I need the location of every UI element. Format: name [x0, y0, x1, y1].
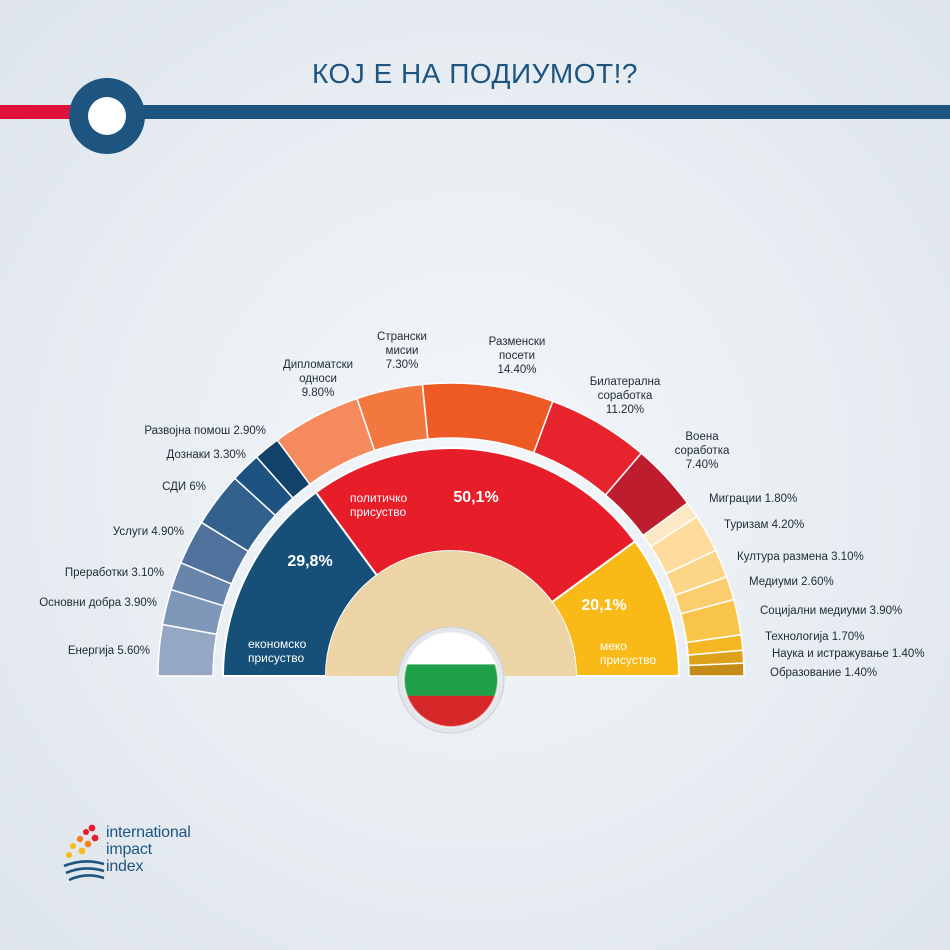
economic-label-3: Услуги 4.90% — [113, 526, 184, 538]
group-value-1: 50,1% — [453, 489, 498, 506]
group-name-0-0: економско — [248, 637, 307, 651]
political-label-2-1: посети — [499, 350, 535, 362]
political-label-0-0: Дипломатски — [283, 359, 353, 371]
logo-icon — [63, 824, 105, 882]
political-label-3-0: Билатерална — [590, 376, 661, 388]
political-label-2-0: Разменски — [489, 336, 546, 348]
group-value-0: 29,8% — [287, 553, 332, 570]
flag-icon — [397, 626, 505, 734]
soft-label-1: Туризам 4.20% — [724, 519, 804, 531]
political-label-0-2: 9.80% — [302, 387, 335, 399]
soft-label-4: Социјални медиуми 3.90% — [760, 605, 902, 617]
logo-line-3: index — [106, 858, 144, 875]
political-label-3-2: 11.20% — [606, 404, 644, 416]
outer-slice-2-7 — [687, 662, 745, 677]
group-name-1-0: политичко — [350, 491, 407, 505]
logo-line-2: impact — [106, 841, 152, 858]
economic-label-2: Преработки 3.10% — [65, 567, 164, 579]
political-label-1-0: Странски — [377, 331, 427, 343]
group-name-0-1: присуство — [248, 651, 304, 665]
economic-label-5: Дознаки 3.30% — [167, 449, 246, 461]
political-label-0-1: односи — [299, 373, 337, 385]
labels-layer: 29,8%економскоприсуство50,1%политичкопри… — [39, 331, 924, 679]
inner-ring — [221, 447, 681, 677]
logo-text: international impact index — [106, 824, 191, 875]
political-label-4-2: 7.40% — [686, 459, 719, 471]
soft-label-5: Технологија 1.70% — [765, 631, 864, 643]
group-name-1-1: присуство — [350, 505, 406, 519]
flag-band-1 — [404, 664, 498, 697]
political-label-2-2: 14.40% — [497, 364, 536, 376]
soft-label-0: Миграции 1.80% — [709, 493, 797, 505]
soft-label-3: Медиуми 2.60% — [749, 576, 834, 588]
economic-label-4: СДИ 6% — [162, 481, 206, 493]
header-circle-dot — [88, 97, 126, 135]
political-label-4-1: соработка — [675, 445, 730, 457]
group-name-2-1: присуство — [600, 653, 656, 667]
soft-label-6: Наука и истражување 1.40% — [772, 648, 925, 660]
group-name-2-0: меко — [600, 639, 627, 653]
political-label-1-2: 7.30% — [386, 359, 419, 371]
political-label-1-1: мисии — [386, 345, 419, 357]
political-label-4-0: Воена — [685, 431, 719, 443]
header-bar — [0, 78, 950, 154]
logo: international impact index — [62, 822, 232, 892]
header-line — [95, 105, 950, 119]
group-value-2: 20,1% — [581, 597, 626, 614]
soft-label-7: Образование 1.40% — [770, 667, 877, 679]
economic-label-0: Енергија 5.60% — [68, 645, 150, 657]
economic-label-6: Развојна помош 2.90% — [144, 425, 266, 437]
outer-ring — [157, 382, 745, 677]
outer-slice-1-2 — [421, 382, 554, 454]
economic-label-1: Основни добра 3.90% — [39, 597, 157, 609]
page-title: КОЈ Е НА ПОДИУМОТ!? — [312, 58, 638, 89]
soft-label-2: Култура размена 3.10% — [737, 551, 864, 563]
political-label-3-1: соработка — [598, 390, 653, 402]
podium-core — [326, 551, 576, 676]
logo-line-1: international — [106, 824, 191, 841]
